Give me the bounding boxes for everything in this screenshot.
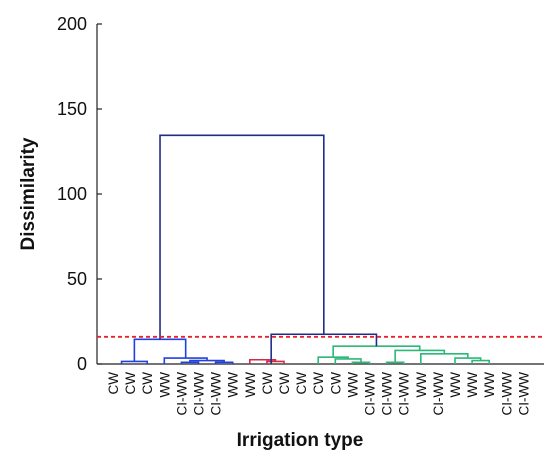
leaf-label: CW — [140, 372, 155, 395]
dendrogram-link — [334, 358, 362, 364]
x-axis-title: Irrigation type — [237, 430, 364, 451]
y-tick-label: 100 — [57, 184, 87, 204]
leaf-label: CW — [106, 372, 121, 395]
y-tick-label: 200 — [57, 14, 87, 34]
leaf-label: CI-WW — [499, 372, 514, 416]
dendrogram-links — [120, 134, 490, 364]
y-axis: 0 50 100 150 200 — [57, 14, 544, 374]
leaf-label: CW — [311, 372, 326, 395]
y-tick-label: 50 — [67, 269, 87, 289]
leaf-label: CI-WW — [363, 372, 378, 416]
y-tick-label: 150 — [57, 99, 87, 119]
leaf-label: CI-WW — [209, 372, 224, 416]
leaf-label: WW — [345, 372, 360, 398]
leaf-label: WW — [448, 372, 463, 398]
leaf-label: CW — [123, 372, 138, 395]
leaf-label: WW — [465, 372, 480, 398]
leaf-label: WW — [482, 372, 497, 398]
x-axis: CW CW CW WW CI-WW CI-WW CI-WW WW WW CW CW CW CW CW WW C… — [106, 372, 531, 416]
leaf-label: WW — [414, 372, 429, 398]
leaf-label: CI-WW — [174, 372, 189, 416]
leaf-label: CI-WW — [397, 372, 412, 416]
dendrogram-link — [249, 358, 277, 364]
dendrogram-link — [420, 353, 469, 364]
y-tick-label: 0 — [77, 354, 87, 374]
leaf-label: WW — [226, 372, 241, 398]
y-axis-title: Dissimilarity — [18, 137, 39, 250]
leaf-label: CI-WW — [516, 372, 531, 416]
dendrogram-link — [332, 345, 421, 358]
leaf-label: WW — [243, 372, 258, 398]
dendrogram-link — [159, 134, 325, 340]
leaf-label: WW — [157, 372, 172, 398]
leaf-label: CI-WW — [192, 372, 207, 416]
leaf-label: CW — [277, 372, 292, 395]
leaf-label: CW — [260, 372, 275, 395]
leaf-label: CW — [294, 372, 309, 395]
leaf-label: CI-WW — [380, 372, 395, 416]
dendrogram-link — [394, 349, 446, 363]
leaf-label: CI-WW — [431, 372, 446, 416]
leaf-label: CW — [328, 372, 343, 395]
